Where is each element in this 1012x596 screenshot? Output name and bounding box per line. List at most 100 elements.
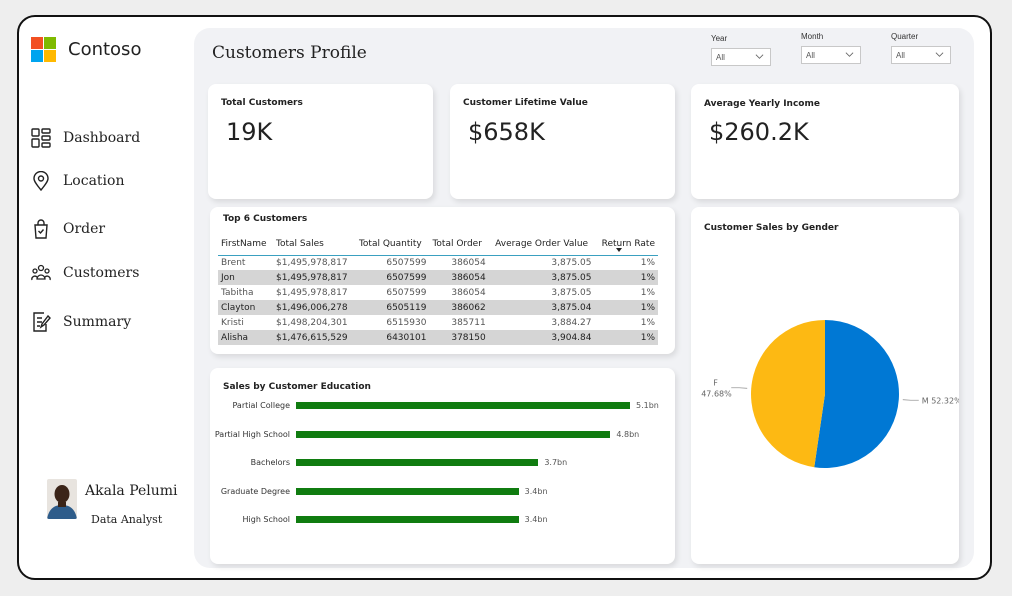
table-cell: 386054	[451, 287, 486, 298]
chevron-down-icon	[845, 52, 854, 57]
sidebar-item-customers[interactable]: Customers	[31, 262, 139, 284]
table-cell: $1,476,615,529	[273, 330, 356, 345]
table-cell: 1%	[640, 257, 655, 268]
table-cell: 6507599	[386, 287, 427, 298]
bar-category-label: Bachelors	[250, 458, 290, 467]
top-customers-table: FirstName Total Sales Total Quantity Tot…	[218, 233, 658, 345]
location-pin-icon	[31, 171, 51, 191]
filter-value: All	[806, 51, 815, 60]
shopping-bag-icon	[31, 219, 51, 239]
table-row[interactable]: Clayton $1,496,006,278 6505119 386062 3,875.…	[218, 300, 658, 315]
table-cell: $1,495,978,817	[276, 287, 348, 298]
table-row[interactable]: Alisha $1,476,615,529 6430101 378150 3,904.8…	[218, 330, 658, 345]
document-edit-icon	[31, 312, 51, 332]
table-row[interactable]: Tabitha $1,495,978,817 6507599 386054 3,875.…	[218, 285, 658, 300]
gender-pie-chart: M 52.32% F 47.68%	[701, 320, 959, 468]
table-cell: $1,498,204,301	[276, 317, 348, 328]
kpi-average-yearly-income: Average Yearly Income $260.2K	[691, 84, 959, 199]
pie-slice-m[interactable]	[814, 320, 900, 468]
sidebar-item-label: Summary	[63, 314, 132, 330]
bar-category-label: Partial High School	[214, 429, 290, 439]
bar-category-label: High School	[242, 515, 291, 524]
table-cell: 3,875.05	[488, 270, 595, 285]
bar-category-label: Partial College	[232, 401, 290, 410]
table-cell: 3,904.84	[488, 330, 595, 345]
table-cell: 6507599	[386, 257, 427, 268]
bar[interactable]	[296, 430, 611, 438]
table-cell: Kristi	[221, 317, 244, 328]
bar[interactable]	[296, 487, 519, 495]
table-cell: 1%	[594, 330, 658, 345]
kpi-title: Total Customers	[221, 98, 303, 108]
bar-value-label: 4.8bn	[616, 429, 640, 439]
kpi-title: Customer Lifetime Value	[463, 98, 588, 108]
bar[interactable]	[296, 516, 519, 523]
chevron-down-icon	[755, 54, 764, 59]
table-cell: $1,496,006,278	[273, 300, 356, 315]
column-header[interactable]: FirstName	[218, 233, 274, 256]
month-dropdown[interactable]: All	[801, 46, 861, 64]
table-cell: 3,875.05	[551, 257, 592, 268]
table-cell: 6515930	[386, 317, 427, 328]
brand-logo[interactable]: Contoso	[31, 37, 141, 62]
table-cell: 378150	[429, 330, 489, 345]
bar-value-label: 3.7bn	[544, 458, 568, 467]
quarter-filter[interactable]: Quarter All	[891, 32, 951, 64]
table-cell: $1,495,978,817	[273, 270, 356, 285]
table-cell: 386054	[429, 270, 489, 285]
kpi-title: Average Yearly Income	[704, 99, 820, 109]
table-row[interactable]: Brent $1,495,978,817 6507599 386054 3,875.05…	[218, 255, 658, 270]
month-filter[interactable]: Month All	[801, 32, 861, 64]
pie-leader-line	[902, 399, 919, 401]
column-header[interactable]: Total Order	[429, 233, 489, 256]
kpi-value: 19K	[226, 118, 273, 146]
column-header[interactable]: Average Order Value	[488, 233, 595, 256]
profile-role: Data Analyst	[91, 513, 163, 526]
table-title: Top 6 Customers	[223, 214, 308, 224]
sidebar-item-location[interactable]: Location	[31, 170, 124, 192]
bar-category-label: Graduate Degree	[220, 486, 290, 496]
column-header[interactable]: Total Quantity	[355, 233, 430, 256]
top-customers-card: Top 6 Customers FirstName Total Sales To…	[210, 207, 675, 354]
table-cell: 6507599	[355, 270, 430, 285]
avatar	[47, 479, 77, 519]
column-header-sorted[interactable]: Return Rate	[594, 233, 658, 256]
table-cell: $1,495,978,817	[276, 257, 348, 268]
filter-value: All	[896, 51, 905, 60]
dashboard-frame: Contoso Dashboard Location	[17, 15, 992, 580]
table-cell: 1%	[640, 287, 655, 298]
sidebar-item-label: Dashboard	[63, 130, 141, 146]
quarter-dropdown[interactable]: All	[891, 46, 951, 64]
bar[interactable]	[296, 402, 630, 409]
table-cell: Alisha	[218, 330, 274, 345]
table-row[interactable]: Jon $1,495,978,817 6507599 386054 3,875.05 1%	[218, 270, 658, 285]
chart-title: Customer Sales by Gender	[704, 223, 839, 233]
table-cell: Brent	[221, 257, 246, 268]
main-panel: Customers Profile Year All Month All Qua…	[194, 28, 974, 568]
pie-slice-f[interactable]	[751, 320, 825, 468]
sidebar-item-order[interactable]: Order	[31, 218, 105, 240]
column-header[interactable]: Total Sales	[273, 233, 356, 256]
page-title: Customers Profile	[212, 43, 367, 63]
bar[interactable]	[296, 459, 539, 466]
kpi-value: $658K	[468, 118, 545, 146]
filter-label: Month	[801, 32, 824, 41]
year-dropdown[interactable]: All	[711, 48, 771, 66]
dashboard-icon	[31, 128, 51, 148]
microsoft-logo-icon	[31, 37, 56, 62]
filter-value: All	[716, 53, 725, 62]
sidebar-item-label: Order	[63, 221, 106, 237]
sidebar-item-dashboard[interactable]: Dashboard	[31, 127, 140, 149]
people-icon	[31, 263, 51, 283]
table-cell: 1%	[594, 270, 658, 285]
profile-name: Akala Pelumi	[85, 483, 178, 499]
table-row[interactable]: Kristi $1,498,204,301 6515930 385711 3,884.2…	[218, 315, 658, 330]
filter-label: Quarter	[891, 32, 919, 41]
year-filter[interactable]: Year All	[711, 34, 771, 66]
table-cell: 1%	[594, 300, 658, 315]
kpi-customer-lifetime-value: Customer Lifetime Value $658K	[450, 84, 675, 199]
pie-data-label: 47.68%	[701, 390, 732, 399]
chart-title: Sales by Customer Education	[223, 382, 371, 392]
table-cell: 386062	[429, 300, 489, 315]
sidebar-item-summary[interactable]: Summary	[31, 311, 131, 333]
